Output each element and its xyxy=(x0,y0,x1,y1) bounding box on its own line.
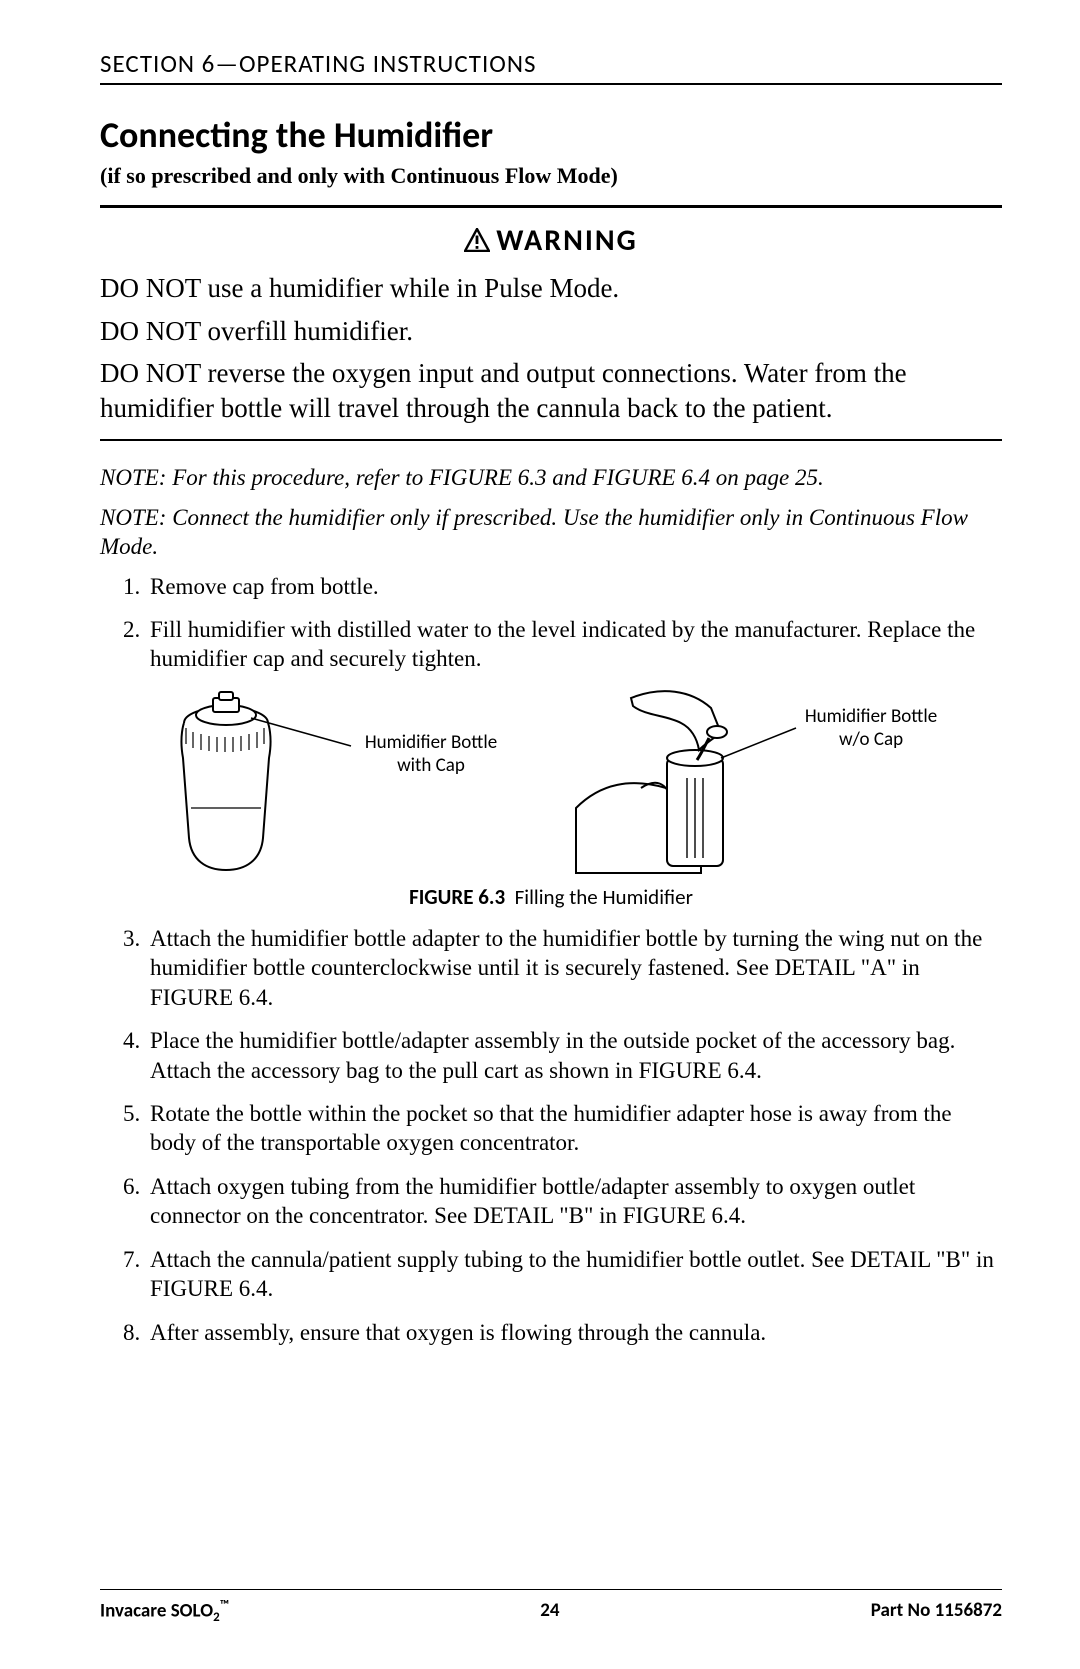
footer-sub: 2 xyxy=(213,1610,220,1625)
step-item: Rotate the bottle within the pocket so t… xyxy=(146,1099,1002,1158)
warning-label: WARNING xyxy=(100,208,1002,269)
warning-body: DO NOT use a humidifier while in Pulse M… xyxy=(100,271,1002,425)
footer-product: Invacare SOLO xyxy=(100,1599,213,1622)
footer-left: Invacare SOLO2™ xyxy=(100,1598,229,1625)
page-footer: Invacare SOLO2™ 24 Part No 1156872 xyxy=(100,1589,1002,1625)
figure-caption: FIGURE 6.3 Filling the Humidifier xyxy=(100,884,1002,910)
bottle-with-cap-illustration xyxy=(151,688,531,878)
step-item: Place the humidifier bottle/adapter asse… xyxy=(146,1026,1002,1085)
note-text: NOTE: Connect the humidifier only if pre… xyxy=(100,503,1002,562)
callout-left: Humidifier Bottle with Cap xyxy=(351,732,511,778)
steps-list-continued: Attach the humidifier bottle adapter to … xyxy=(100,924,1002,1347)
figure-right: Humidifier Bottle w/o Cap xyxy=(571,688,951,878)
warning-bottom-rule xyxy=(100,439,1002,441)
footer-tm: ™ xyxy=(220,1598,229,1613)
step-item: After assembly, ensure that oxygen is fl… xyxy=(146,1318,1002,1347)
warning-line: DO NOT overfill humidifier. xyxy=(100,314,1002,349)
page-title: Connecting the Humidifier xyxy=(100,113,1002,157)
warning-triangle-icon xyxy=(464,224,490,261)
note-text: NOTE: For this procedure, refer to FIGUR… xyxy=(100,463,1002,492)
footer-part-number: Part No 1156872 xyxy=(871,1599,1002,1622)
step-item: Remove cap from bottle. xyxy=(146,572,1002,601)
warning-label-text: WARNING xyxy=(496,222,638,259)
callout-right: Humidifier Bottle w/o Cap xyxy=(791,706,951,752)
step-item: Attach the cannula/patient supply tubing… xyxy=(146,1245,1002,1304)
step-item: Fill humidifier with distilled water to … xyxy=(146,615,1002,674)
warning-line: DO NOT reverse the oxygen input and outp… xyxy=(100,356,1002,425)
section-header: SECTION 6—OPERATING INSTRUCTIONS xyxy=(100,48,1002,85)
footer-page-number: 24 xyxy=(540,1599,559,1622)
step-item: Attach oxygen tubing from the humidifier… xyxy=(146,1172,1002,1231)
manual-page: SECTION 6—OPERATING INSTRUCTIONS Connect… xyxy=(0,0,1080,1669)
steps-list: Remove cap from bottle. Fill humidifier … xyxy=(100,572,1002,674)
subtitle: (if so prescribed and only with Continuo… xyxy=(100,163,1002,189)
step-item: Attach the humidifier bottle adapter to … xyxy=(146,924,1002,1012)
figure-left: Humidifier Bottle with Cap xyxy=(151,688,531,878)
figure-number: FIGURE 6.3 xyxy=(409,884,505,910)
figure-6-3: Humidifier Bottle with Cap xyxy=(100,688,1002,878)
warning-line: DO NOT use a humidifier while in Pulse M… xyxy=(100,271,1002,306)
figure-title: Filling the Humidifier xyxy=(515,884,693,910)
